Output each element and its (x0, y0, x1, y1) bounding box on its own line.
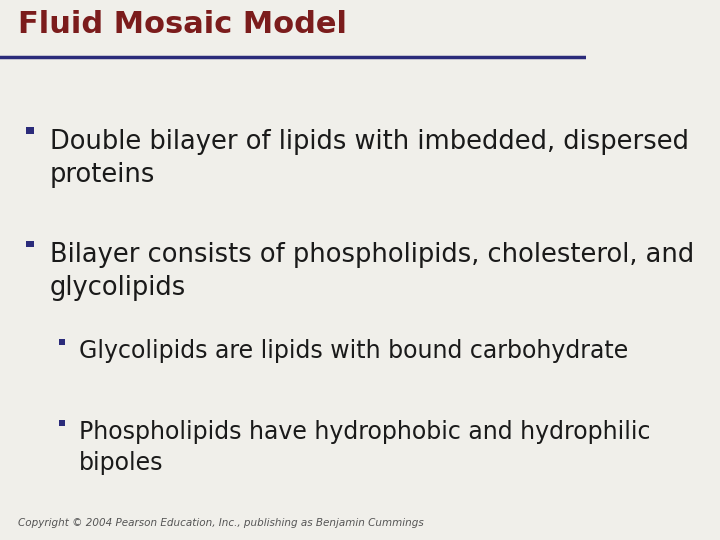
Text: Copyright © 2004 Pearson Education, Inc., publishing as Benjamin Cummings: Copyright © 2004 Pearson Education, Inc.… (17, 518, 423, 528)
FancyBboxPatch shape (58, 339, 65, 345)
Text: Bilayer consists of phospholipids, cholesterol, and
glycolipids: Bilayer consists of phospholipids, chole… (50, 242, 694, 301)
FancyBboxPatch shape (58, 420, 65, 426)
FancyBboxPatch shape (27, 127, 34, 134)
Text: Fluid Mosaic Model: Fluid Mosaic Model (17, 10, 346, 39)
FancyBboxPatch shape (27, 241, 34, 247)
Text: Double bilayer of lipids with imbedded, dispersed
proteins: Double bilayer of lipids with imbedded, … (50, 129, 689, 187)
Text: Phospholipids have hydrophobic and hydrophilic
bipoles: Phospholipids have hydrophobic and hydro… (79, 420, 651, 475)
Text: Glycolipids are lipids with bound carbohydrate: Glycolipids are lipids with bound carboh… (79, 339, 629, 363)
